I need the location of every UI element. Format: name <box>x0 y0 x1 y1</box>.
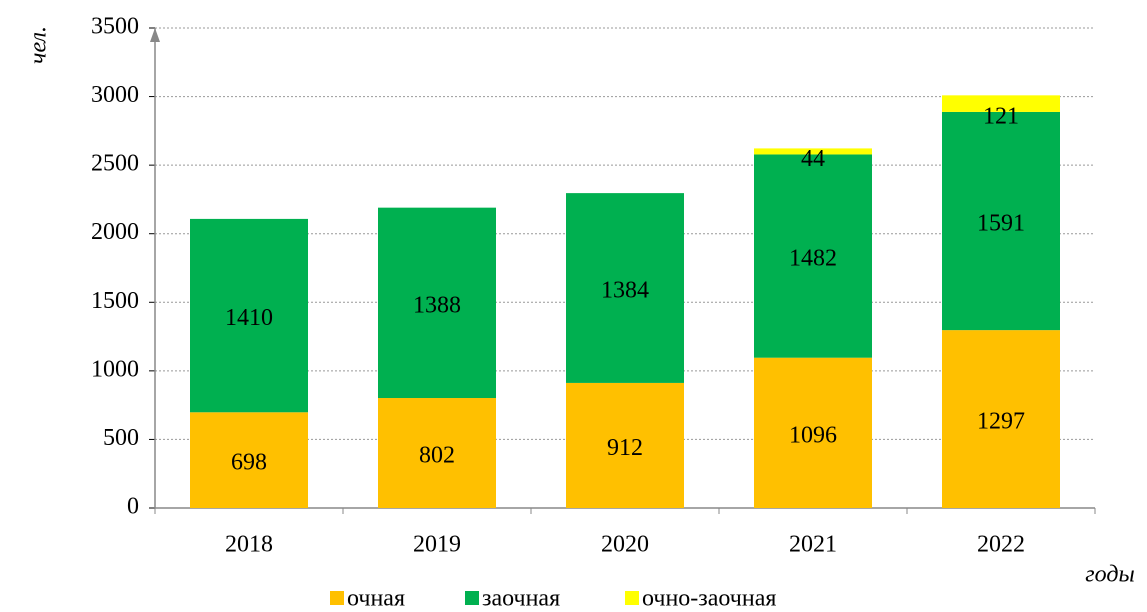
data-label: 1410 <box>225 305 273 331</box>
y-tick-label: 1000 <box>91 356 139 382</box>
bar-segment <box>190 412 308 508</box>
x-axis-label: годы <box>1085 562 1134 588</box>
bar-segment <box>942 111 1060 331</box>
x-tick-label: 2020 <box>601 532 649 558</box>
data-label: 1297 <box>977 409 1025 435</box>
y-tick-label: 1500 <box>91 288 139 314</box>
y-tick-label: 500 <box>103 425 139 451</box>
legend-label: очная <box>347 586 405 612</box>
legend-swatch <box>330 591 344 605</box>
bar-segment <box>754 148 872 155</box>
y-tick-label: 0 <box>127 494 139 520</box>
data-label: 802 <box>419 443 455 469</box>
y-axis-label: чел. <box>26 26 52 64</box>
data-label: 912 <box>607 435 643 461</box>
bar-segment <box>754 154 872 358</box>
y-tick-label: 3000 <box>91 82 139 108</box>
legend-label: заочная <box>482 586 560 612</box>
y-tick-label: 2000 <box>91 219 139 245</box>
data-label: 698 <box>231 450 267 476</box>
data-label: 44 <box>801 146 825 172</box>
bar-segment <box>566 382 684 508</box>
y-tick-label: 3500 <box>91 14 139 40</box>
bar-segment <box>566 193 684 383</box>
bar-segment <box>942 330 1060 508</box>
data-label: 1384 <box>601 278 649 304</box>
y-axis-arrow <box>150 28 160 42</box>
x-tick-label: 2018 <box>225 532 273 558</box>
data-label: 1096 <box>789 422 837 448</box>
data-label: 121 <box>983 103 1019 129</box>
legend-label: очно-заочная <box>642 586 776 612</box>
bar-segment <box>190 218 308 413</box>
x-tick-label: 2019 <box>413 532 461 558</box>
data-label: 1388 <box>413 292 461 318</box>
y-tick-label: 2500 <box>91 151 139 177</box>
legend-swatch <box>465 591 479 605</box>
bar-segment <box>378 207 496 399</box>
bar-segment <box>754 357 872 508</box>
x-tick-label: 2021 <box>789 532 837 558</box>
bar-segment <box>942 95 1060 112</box>
data-label: 1591 <box>977 211 1025 237</box>
data-label: 1482 <box>789 246 837 272</box>
legend-swatch <box>625 591 639 605</box>
x-tick-label: 2022 <box>977 532 1025 558</box>
bar-segment <box>378 398 496 508</box>
